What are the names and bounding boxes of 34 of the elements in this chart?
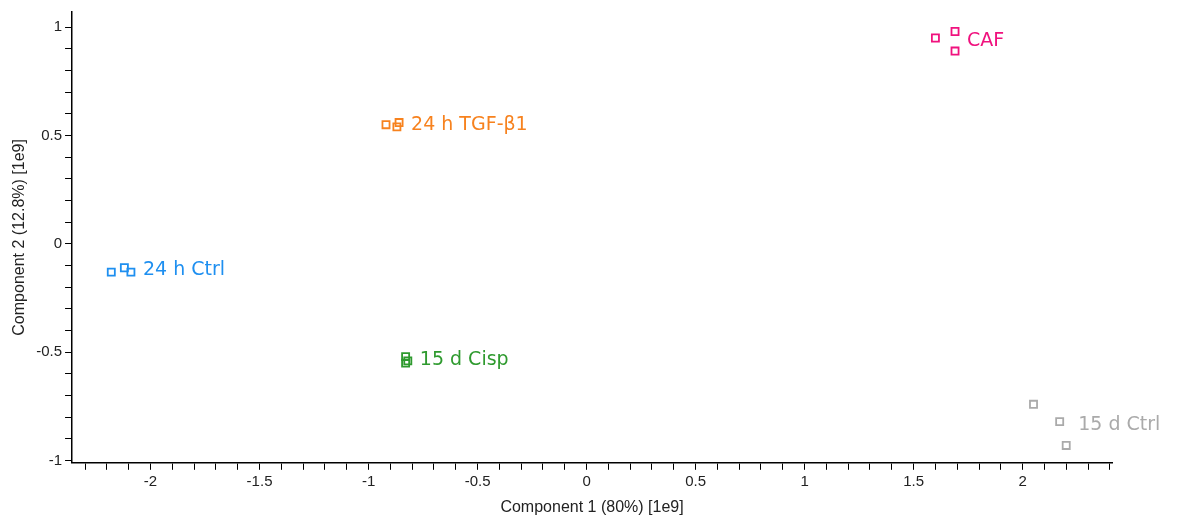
point [392,122,402,132]
series-label: 15 d Ctrl [1078,411,1161,434]
series-label: 15 d Cisp [419,346,509,369]
y-tick-label: 0 [53,234,63,252]
y-tick-label: 0.5 [41,125,63,143]
point [394,118,404,127]
series-label: CAF [967,28,1005,51]
point [950,27,960,36]
x-tick-label: 1 [800,471,809,489]
x-tick-label: -1 [361,471,376,489]
y-tick-label: 1 [53,17,63,35]
y-axis-title: Component 2 (12.8%) [1e9] [10,139,28,336]
y-tick-label: -0.5 [36,342,63,360]
x-tick-label: 1.5 [903,471,925,489]
x-tick-label: -0.5 [464,471,491,489]
x-tick-label: 2 [1018,471,1027,489]
point [119,263,129,273]
point [950,46,960,56]
point [381,120,391,130]
point [1055,417,1065,427]
y-tick-label: -1 [48,450,63,468]
series-label: 24 h TGF-β1 [411,111,528,134]
point [106,267,116,277]
x-tick-label: 0 [582,471,591,489]
series-label: 24 h Ctrl [142,256,226,279]
x-tick-label: -1.5 [246,471,273,489]
point [930,33,940,43]
point [1029,399,1038,409]
point [401,352,411,362]
x-tick-label: 0.5 [685,471,707,489]
x-tick-label: -2 [143,471,158,489]
point [1061,441,1071,450]
x-axis-title: Component 1 (80%) [1e9] [500,497,684,515]
point [126,267,136,277]
